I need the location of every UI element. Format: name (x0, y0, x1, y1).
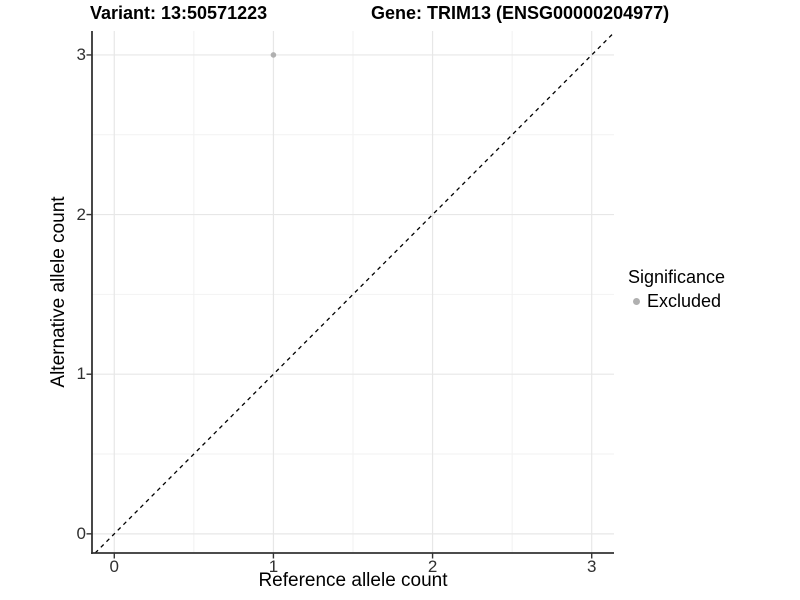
legend-point-swatch-icon (633, 297, 640, 305)
y-tick-label-2: 2 (76, 204, 86, 224)
y-axis-title: Alternative allele count (48, 196, 69, 388)
identity-reference-line (94, 32, 615, 554)
x-tick-label-3: 3 (586, 557, 597, 576)
legend-item-excluded: Excluded (628, 290, 725, 312)
legend-title: Significance (628, 267, 726, 287)
legend: Significance Excluded (628, 266, 725, 312)
x-tick-label-1: 1 (268, 557, 279, 576)
variant-title: Variant: 13:50571223 (90, 3, 268, 23)
data-point-excluded (270, 52, 277, 58)
x-tick-label-2: 2 (427, 557, 438, 576)
x-axis-title: Reference allele count (258, 570, 448, 591)
y-tick-label-3: 3 (76, 44, 86, 64)
gene-title: Gene: TRIM13 (ENSG00000204977) (371, 3, 670, 23)
x-tick-label-0: 0 (109, 557, 119, 576)
y-tick-label-0: 0 (76, 523, 86, 543)
y-tick-label-1: 1 (76, 364, 86, 384)
legend-item-label: Excluded (647, 291, 722, 311)
